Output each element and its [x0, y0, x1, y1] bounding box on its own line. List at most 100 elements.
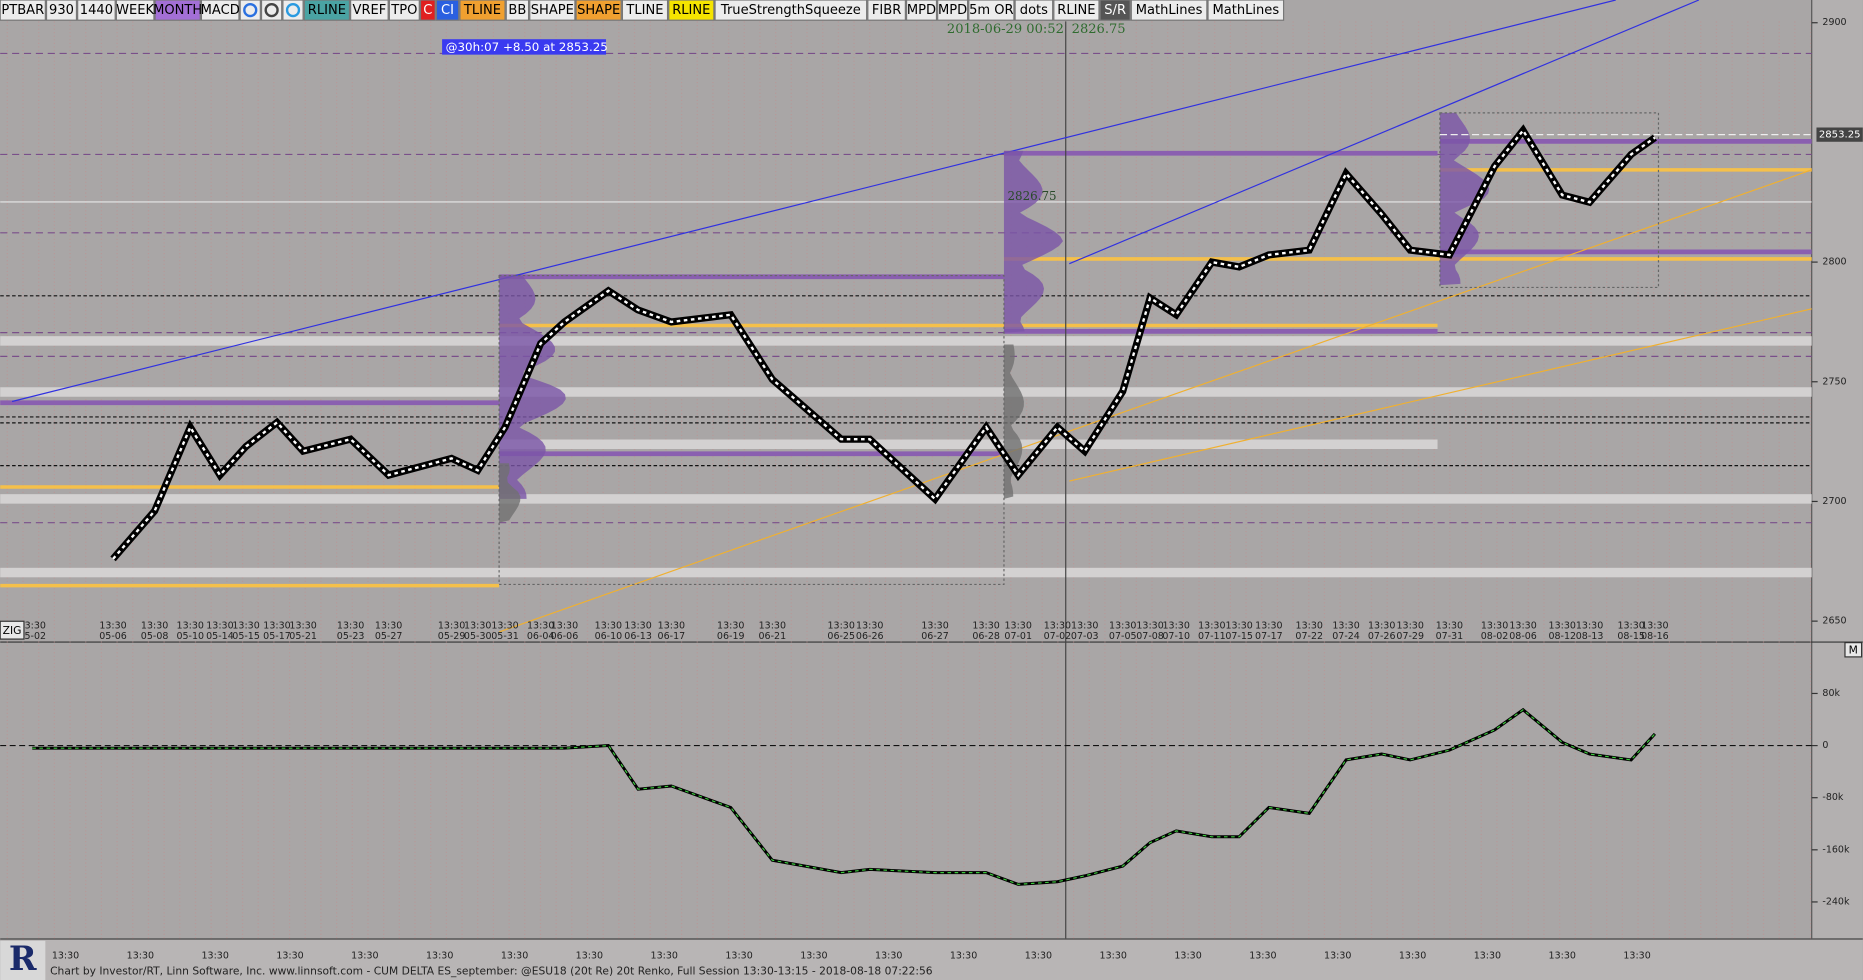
- icon-glyph[interactable]: [243, 2, 258, 18]
- toolbar-button[interactable]: C: [419, 0, 436, 21]
- zig-button[interactable]: [0, 620, 25, 640]
- toolbar-button[interactable]: MACD: [200, 0, 240, 21]
- button-label[interactable]: MPD: [907, 3, 936, 18]
- icon-button[interactable]: [260, 0, 283, 21]
- button-label[interactable]: 1440: [80, 3, 113, 18]
- toolbar-button[interactable]: dots: [1014, 0, 1054, 21]
- button-bg[interactable]: [419, 0, 436, 21]
- level-band: [499, 439, 1438, 450]
- button-bg[interactable]: [668, 0, 715, 21]
- toolbar-button[interactable]: SHAPE: [575, 0, 622, 21]
- icon-button[interactable]: [239, 0, 261, 21]
- button-label[interactable]: MathLines: [1136, 3, 1203, 18]
- toolbar-button[interactable]: SHAPE: [529, 0, 576, 21]
- button-label[interactable]: PTBAR: [1, 3, 44, 18]
- toolbar-button[interactable]: MONTH: [153, 0, 202, 21]
- x-tick-time: 13:30: [1296, 621, 1323, 632]
- button-bg[interactable]: [1099, 0, 1131, 21]
- pane-button[interactable]: [1844, 642, 1863, 658]
- button-label[interactable]: 5m OR: [969, 3, 1014, 18]
- button-bg[interactable]: [867, 0, 906, 21]
- button-label[interactable]: RLINE: [1057, 3, 1095, 18]
- button-label[interactable]: MPD: [938, 3, 967, 18]
- button-label[interactable]: MathLines: [1213, 3, 1280, 18]
- button-label[interactable]: 930: [49, 3, 74, 18]
- button-bg[interactable]: [200, 0, 240, 21]
- button-label[interactable]: RLINE: [308, 3, 346, 18]
- button-bg[interactable]: [77, 0, 116, 21]
- footer-area: [0, 938, 1863, 980]
- toolbar-button[interactable]: 1440: [77, 0, 116, 21]
- toolbar-button[interactable]: RLINE: [303, 0, 351, 21]
- button-label[interactable]: TLINE: [463, 3, 501, 18]
- x-tick-time: 13:30: [1249, 951, 1276, 962]
- toolbar-button[interactable]: TPO: [388, 0, 420, 21]
- x-tick-label: 07-15: [1225, 631, 1253, 642]
- button-label[interactable]: CI: [441, 3, 454, 18]
- button-label[interactable]: TLINE: [625, 3, 663, 18]
- toolbar-button[interactable]: MathLines: [1207, 0, 1285, 21]
- button-bg[interactable]: [115, 0, 155, 21]
- button-bg[interactable]: [0, 0, 46, 21]
- toolbar-button[interactable]: PTBAR: [0, 0, 46, 21]
- button-bg[interactable]: [1207, 0, 1285, 21]
- button-bg[interactable]: [529, 0, 576, 21]
- button-label[interactable]: FIBR: [872, 3, 901, 18]
- button-bg[interactable]: [45, 0, 78, 21]
- button-label[interactable]: C: [423, 3, 432, 18]
- button-bg[interactable]: [350, 0, 389, 21]
- button-bg[interactable]: [435, 0, 460, 21]
- button-bg[interactable]: [303, 0, 351, 21]
- button-bg[interactable]: [1130, 0, 1208, 21]
- icon-glyph[interactable]: [264, 2, 279, 18]
- button-bg[interactable]: [1014, 0, 1054, 21]
- toolbar-button[interactable]: 5m OR: [968, 0, 1015, 21]
- button-bg[interactable]: [905, 0, 938, 21]
- button-label[interactable]: MONTH: [153, 3, 202, 18]
- toolbar-button[interactable]: BB: [505, 0, 530, 21]
- toolbar-button[interactable]: TLINE: [459, 0, 506, 21]
- toolbar-button[interactable]: MPD: [905, 0, 938, 21]
- toolbar-button[interactable]: WEEK: [115, 0, 155, 21]
- toolbar-button[interactable]: VREF: [350, 0, 389, 21]
- button-label[interactable]: TPO: [390, 3, 417, 18]
- icon-glyph[interactable]: [285, 2, 301, 18]
- toolbar-button[interactable]: RLINE: [668, 0, 715, 21]
- pane-label[interactable]: M: [1849, 643, 1858, 656]
- button-bg[interactable]: [968, 0, 1015, 21]
- button-bg[interactable]: [937, 0, 969, 21]
- toolbar-button[interactable]: 930: [45, 0, 78, 21]
- button-label[interactable]: S/R: [1104, 3, 1126, 18]
- button-label[interactable]: SHAPE: [531, 3, 574, 18]
- button-bg[interactable]: [621, 0, 669, 21]
- toolbar-button[interactable]: CI: [435, 0, 460, 21]
- button-label[interactable]: WEEK: [116, 3, 154, 18]
- x-tick-label: 06-21: [759, 631, 787, 642]
- button-label[interactable]: SHAPE: [577, 3, 620, 18]
- button-label[interactable]: RLINE: [672, 3, 710, 18]
- toolbar-button[interactable]: MathLines: [1130, 0, 1208, 21]
- button-label[interactable]: TrueStrengthSqueeze: [720, 3, 861, 18]
- toolbar-button[interactable]: TLINE: [621, 0, 669, 21]
- button-bg[interactable]: [154, 0, 201, 21]
- button-bg[interactable]: [505, 0, 530, 21]
- button-bg[interactable]: [575, 0, 622, 21]
- button-label[interactable]: BB: [508, 3, 526, 18]
- x-tick-time: 13:30: [501, 951, 528, 962]
- button-bg[interactable]: [388, 0, 420, 21]
- button-bg[interactable]: [459, 0, 506, 21]
- icon-button[interactable]: [282, 0, 304, 21]
- button-label[interactable]: MACD: [201, 3, 240, 18]
- zig-label[interactable]: ZIG: [3, 624, 22, 637]
- toolbar-button[interactable]: TrueStrengthSqueeze: [714, 0, 868, 21]
- button-bg[interactable]: [1053, 0, 1100, 21]
- toolbar-button[interactable]: MPD: [937, 0, 969, 21]
- toolbar-button[interactable]: FIBR: [867, 0, 906, 21]
- x-tick-label: 07-01: [1004, 631, 1032, 642]
- toolbar-button[interactable]: S/R: [1099, 0, 1131, 21]
- toolbar-button[interactable]: RLINE: [1053, 0, 1100, 21]
- button-label[interactable]: VREF: [353, 3, 387, 18]
- button-bg[interactable]: [714, 0, 868, 21]
- x-tick-label: 05-31: [491, 631, 519, 642]
- button-label[interactable]: dots: [1020, 3, 1048, 18]
